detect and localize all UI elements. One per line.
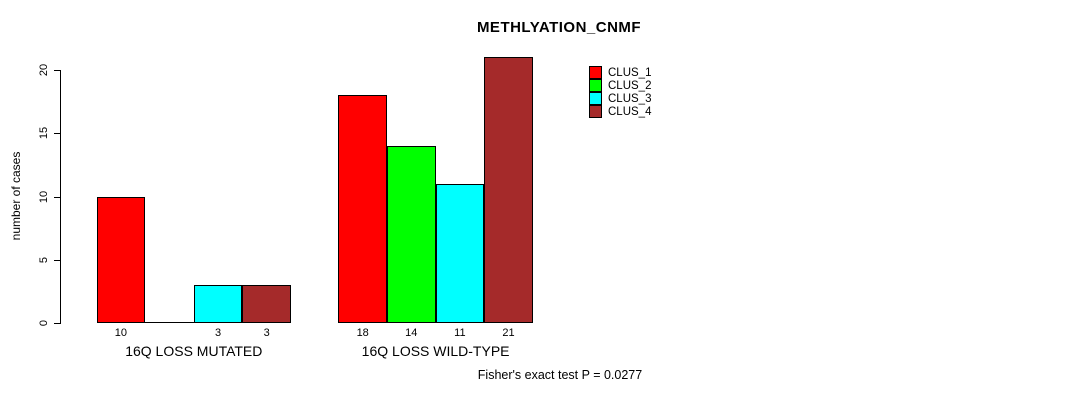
bar-clus_3 — [193, 285, 243, 323]
x-axis-group-label: 16Q LOSS MUTATED — [125, 343, 263, 359]
legend-color-swatch — [589, 79, 602, 92]
y-axis-tick-label: 5 — [38, 256, 50, 263]
bar-clus_1 — [338, 95, 387, 323]
legend: CLUS_1 CLUS_2 CLUS_3 CLUS_4 — [589, 66, 651, 118]
legend-label: CLUS_4 — [608, 105, 652, 118]
bar-value-label: 3 — [215, 327, 222, 339]
legend-item: CLUS_2 — [589, 79, 651, 92]
bar-clus_2-zero — [145, 322, 194, 323]
bar-value-label: 21 — [502, 327, 515, 339]
legend-color-swatch — [589, 105, 602, 118]
chart-title: METHLYATION_CNMF — [476, 19, 642, 36]
bar-clus_3 — [435, 183, 485, 323]
x-axis-group-label: 16Q LOSS WILD-TYPE — [361, 343, 510, 359]
y-axis-tick — [54, 70, 60, 71]
bar-value-label: 10 — [114, 327, 128, 339]
y-axis-tick-label: 20 — [38, 63, 50, 77]
bar-value-label: 3 — [263, 327, 270, 339]
stat-annotation: Fisher's exact test P = 0.0277 — [477, 368, 643, 382]
legend-item: CLUS_3 — [589, 92, 651, 105]
legend-label: CLUS_3 — [608, 92, 652, 105]
bar-value-label: 11 — [454, 327, 466, 339]
legend-color-swatch — [589, 92, 602, 105]
legend-color-swatch — [589, 66, 602, 79]
y-axis-tick-label: 15 — [38, 127, 50, 140]
y-axis-tick — [54, 323, 60, 324]
bar-value-label: 18 — [356, 327, 369, 339]
legend-label: CLUS_1 — [608, 66, 652, 79]
bar-clus_4 — [484, 57, 533, 323]
legend-label: CLUS_2 — [608, 79, 652, 92]
bar-clus_2 — [387, 145, 436, 323]
bar-value-label: 14 — [405, 327, 418, 339]
y-axis-tick-label: 10 — [38, 190, 50, 203]
y-axis-tick-label: 0 — [38, 319, 50, 327]
legend-item: CLUS_4 — [589, 105, 651, 118]
y-axis-tick — [54, 196, 60, 198]
y-axis-tick — [54, 259, 60, 261]
bar-clus_4 — [242, 285, 291, 323]
legend-item: CLUS_1 — [589, 66, 651, 79]
y-axis-title: number of cases — [9, 151, 23, 241]
bar-clus_1 — [96, 196, 146, 323]
y-axis-line — [60, 70, 61, 324]
y-axis-tick — [54, 133, 60, 135]
